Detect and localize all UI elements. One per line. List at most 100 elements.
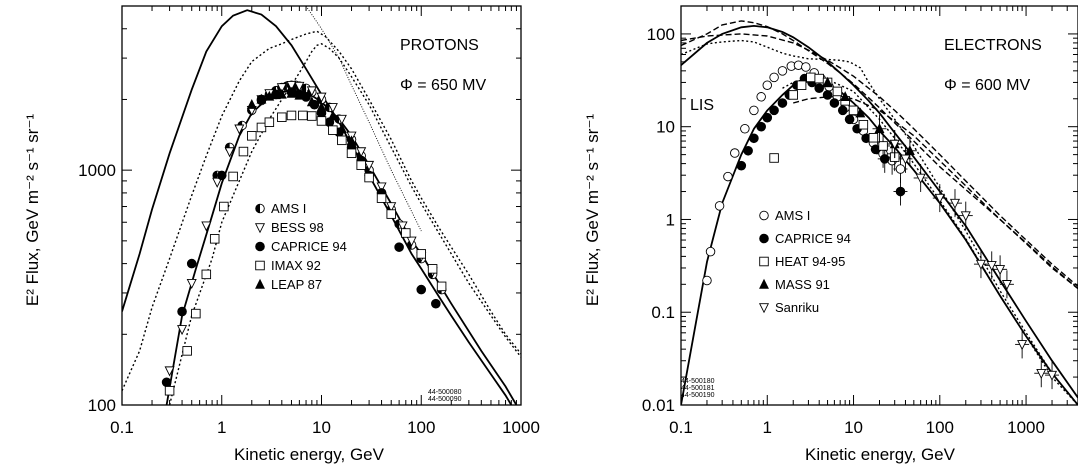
phi-annotation-protons: Φ = 650 MV: [400, 77, 486, 94]
data-point-ams-i: [762, 80, 773, 90]
data-point-imax-92: [364, 172, 374, 183]
figure-code-electrons: 44-500181: [681, 385, 715, 392]
data-point-leap-87: [327, 110, 338, 121]
data-point-leap-87: [294, 89, 305, 100]
data-point-bess-98: [201, 221, 212, 232]
x-tick-label-protons: 100: [407, 418, 435, 437]
electrons-panel: ELECTRONS Φ = 600 MV LIS Kinetic energy,…: [583, 5, 1078, 464]
data-point-imax-92: [191, 308, 201, 319]
data-point-caprice-94: [161, 377, 172, 388]
legend-marker-caprice-94: [759, 233, 769, 244]
data-point-ams-i: [740, 124, 750, 134]
data-point-caprice-94: [749, 133, 759, 144]
ticks-electrons: [680, 5, 1078, 406]
data-point-bess-98: [356, 147, 367, 158]
data-point-heat-94-95: [868, 133, 879, 143]
legend-label-bess-98: BESS 98: [271, 220, 324, 235]
data-point-imax-92: [307, 111, 317, 121]
plot-area-protons: [122, 6, 521, 405]
figure-code-protons: 44-500080: [428, 389, 462, 396]
x-tick-label-electrons: 100: [926, 418, 954, 437]
data-point-imax-92: [376, 193, 387, 203]
legend-label-caprice-94: CAPRICE 94: [271, 239, 347, 254]
data-point-imax-92: [228, 171, 238, 182]
legend-label-heat-94-95: HEAT 94-95: [775, 254, 845, 269]
data-point-imax-92: [436, 281, 447, 292]
data-point-heat-94-95: [788, 90, 798, 100]
data-point-heat-94-95: [806, 72, 816, 83]
y-tick-label-electrons: 100: [647, 25, 675, 44]
data-point-ams-i: [756, 92, 766, 102]
data-point-sanriku: [1017, 340, 1028, 351]
data-point-mass-91: [822, 76, 833, 87]
data-point-imax-92: [256, 122, 267, 133]
data-point-sanriku: [1001, 280, 1012, 291]
data-point-caprice-94: [895, 186, 906, 197]
data-point-imax-92: [286, 110, 297, 121]
x-tick-label-electrons: 0.1: [669, 418, 693, 437]
x-tick-label-electrons: 1: [763, 418, 772, 437]
data-point-imax-92: [298, 110, 308, 121]
data-point-caprice-94: [822, 90, 833, 100]
data-point-caprice-94: [756, 121, 766, 132]
data-point-sanriku: [915, 173, 926, 184]
data-point-sanriku: [934, 193, 945, 204]
legend-label-caprice-94: CAPRICE 94: [775, 231, 851, 246]
data-point-heat-94-95: [878, 141, 888, 151]
data-point-imax-92: [238, 146, 249, 157]
data-point-bess-98: [234, 124, 245, 135]
plot-area-electrons: [681, 20, 1078, 405]
y-tick-label-electrons: 1: [666, 210, 675, 229]
data-point-bess-98: [186, 278, 197, 290]
data-point-caprice-94: [814, 83, 825, 93]
data-point-heat-94-95: [814, 73, 824, 84]
data-point-leap-87: [336, 123, 347, 133]
data-point-bess-98: [336, 114, 347, 125]
data-point-leap-87: [276, 88, 287, 99]
legend-marker-bess-98: [254, 223, 266, 234]
data-point-caprice-94: [416, 284, 427, 295]
data-point-heat-94-95: [769, 153, 779, 163]
x-tick-label-protons: 0.1: [110, 418, 134, 437]
x-axis-label-electrons: Kinetic energy, GeV: [805, 445, 956, 464]
ticks-protons: [121, 5, 522, 406]
data-point-imax-92: [277, 112, 287, 122]
legend-electrons: AMS I CAPRICE 94 HEAT 94-95 MASS 91 Sanriku: [758, 208, 851, 315]
data-point-imax-92: [386, 209, 396, 219]
data-point-heat-94-95: [848, 105, 859, 116]
data-point-ams-i: [730, 148, 740, 158]
data-point-leap-87: [286, 87, 297, 98]
legend-label-sanriku: Sanriku: [775, 300, 819, 315]
data-point-bess-98: [224, 147, 235, 158]
x-axis-label-protons: Kinetic energy, GeV: [234, 445, 385, 464]
legend-marker-ams-i: [255, 203, 265, 214]
data-point-caprice-94: [216, 170, 227, 181]
legend-marker-leap-87: [255, 278, 265, 289]
model-curve-protons-5: [122, 9, 513, 405]
plot-frame-protons: [121, 5, 522, 406]
data-point-caprice-94: [431, 298, 441, 309]
model-curve-electrons-7: [681, 20, 1078, 290]
legend-label-mass-91: MASS 91: [775, 277, 830, 292]
figure-code-electrons: 44-500180: [681, 378, 715, 385]
panel-label-electrons: ELECTRONS: [944, 37, 1042, 54]
data-point-mass-91: [840, 91, 851, 102]
data-point-imax-92: [337, 135, 347, 146]
y-axis-label-electrons: E² Flux, GeV m⁻² s⁻¹ sr⁻¹: [583, 114, 602, 307]
lis-curve-label: LIS: [690, 97, 714, 114]
data-point-imax-92: [416, 249, 427, 259]
data-point-caprice-94: [301, 92, 311, 102]
data-point-imax-92: [164, 385, 175, 396]
data-point-imax-92: [182, 346, 192, 356]
data-point-bess-98: [286, 80, 297, 92]
legend-marker-caprice-94: [255, 241, 265, 252]
data-point-sanriku: [949, 198, 961, 209]
model-curve-protons-8: [168, 43, 521, 405]
y-tick-label-electrons: 10: [656, 118, 675, 137]
data-point-imax-92: [219, 201, 229, 212]
data-point-imax-92: [264, 117, 275, 127]
phi-annotation-electrons: Φ = 600 MV: [944, 77, 1030, 94]
x-tick-label-electrons: 10: [844, 418, 863, 437]
data-point-leap-87: [246, 98, 257, 109]
